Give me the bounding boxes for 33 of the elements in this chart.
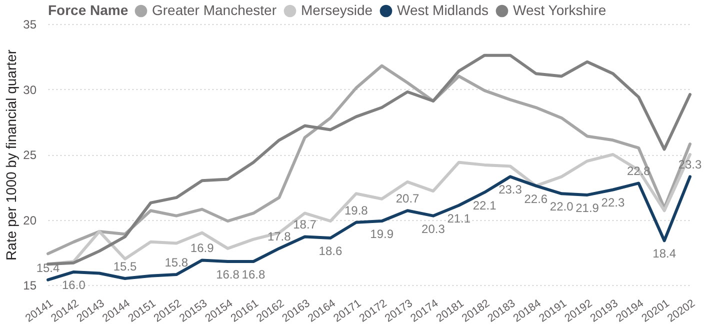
data-label: 20.3: [422, 222, 446, 236]
data-label: 17.8: [267, 229, 292, 244]
data-label: 16.9: [190, 241, 214, 256]
data-label: 16.8: [242, 268, 266, 282]
data-label: 22.1: [472, 198, 497, 212]
data-label: 22.0: [550, 200, 574, 214]
y-tick-label: 15: [23, 278, 37, 292]
data-label: 15.8: [164, 256, 188, 270]
data-label: 16.8: [216, 268, 240, 282]
legend-label: Greater Manchester: [152, 2, 277, 18]
data-label: 19.8: [344, 203, 368, 218]
y-tick-label: 35: [23, 18, 37, 32]
y-tick-label: 30: [23, 82, 37, 97]
data-label: 20.7: [396, 192, 420, 206]
data-label: 22.3: [601, 196, 625, 210]
data-label: 15.4: [36, 260, 60, 275]
data-label: 23.3: [498, 182, 522, 197]
legend-title: Force Name: [48, 2, 128, 18]
data-label: 19.9: [370, 227, 394, 242]
data-label: 18.4: [652, 246, 676, 261]
data-label: 22.6: [524, 192, 548, 206]
legend-label: West Midlands: [397, 2, 489, 18]
legend-label: Merseyside: [301, 2, 373, 18]
legend-label: West Yorkshire: [513, 2, 606, 18]
data-label: 18.7: [293, 218, 317, 232]
y-tick-label: 20: [23, 213, 37, 228]
data-label: 18.6: [318, 244, 342, 258]
data-label: 21.9: [576, 200, 600, 215]
data-label: 15.5: [113, 259, 138, 274]
y-axis-title: Rate per 1000 by financial quarter: [3, 49, 20, 260]
y-tick-label: 25: [23, 148, 37, 162]
data-label: 21.1: [447, 211, 471, 226]
data-label: 16.0: [62, 278, 86, 292]
